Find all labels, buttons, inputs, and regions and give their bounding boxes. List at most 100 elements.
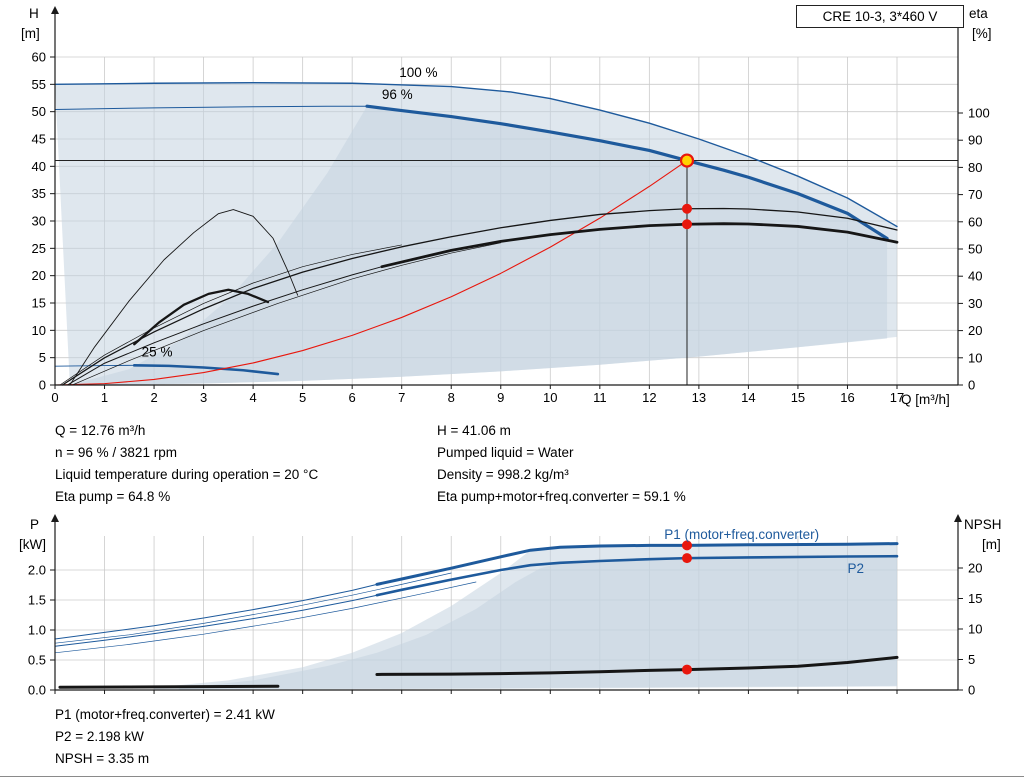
svg-text:1.0: 1.0	[28, 623, 46, 638]
pump-model-box: CRE 10-3, 3*460 V	[796, 5, 964, 28]
power-envelope-inner	[178, 556, 897, 690]
curve-qh-96	[365, 104, 889, 241]
h-axis-label: H	[29, 6, 39, 21]
h-axis-unit: [m]	[21, 26, 40, 41]
pump-model-label: CRE 10-3, 3*460 V	[822, 9, 938, 24]
curve-label: 96 %	[382, 87, 413, 102]
svg-text:5: 5	[39, 350, 46, 365]
svg-text:55: 55	[32, 77, 46, 92]
svg-text:8: 8	[448, 390, 455, 405]
curve-eta-bundle-a	[71, 242, 502, 386]
annotation-line: Q = 12.76 m³/h	[55, 423, 146, 438]
svg-text:0.5: 0.5	[28, 653, 46, 668]
svg-text:20: 20	[968, 323, 982, 338]
svg-text:0: 0	[51, 390, 58, 405]
svg-text:10: 10	[968, 622, 982, 637]
svg-text:1.5: 1.5	[28, 593, 46, 608]
curve-qh-25	[132, 364, 280, 376]
svg-text:5: 5	[968, 652, 975, 667]
annotation-line: Pumped liquid = Water	[437, 445, 574, 460]
curve-p-bundle-b	[54, 572, 452, 644]
svg-text:30: 30	[32, 214, 46, 229]
svg-text:5: 5	[299, 390, 306, 405]
svg-text:7: 7	[398, 390, 405, 405]
svg-text:90: 90	[968, 133, 982, 148]
curve-npsh	[375, 655, 899, 676]
svg-text:15: 15	[32, 296, 46, 311]
annotation-line: n = 96 % / 3821 rpm	[55, 445, 177, 460]
svg-text:1: 1	[101, 390, 108, 405]
eta-axis-label: eta	[969, 6, 988, 21]
duty-annotations-left: Q = 12.76 m³/h n = 96 % / 3821 rpm Liqui…	[55, 420, 318, 508]
svg-text:50: 50	[968, 242, 982, 257]
curve-eta-25-pump	[69, 209, 299, 386]
p-axis-unit: [kW]	[19, 537, 46, 552]
svg-text:14: 14	[741, 390, 755, 405]
svg-text:2.0: 2.0	[28, 563, 46, 578]
svg-text:80: 80	[968, 160, 982, 175]
annotation-line: H = 41.06 m	[437, 423, 511, 438]
svg-text:6: 6	[349, 390, 356, 405]
duty-point	[679, 153, 695, 168]
curve-qh-100	[54, 81, 898, 228]
curve-p2	[375, 554, 899, 597]
operating-dot	[681, 540, 692, 551]
curve-p2-low	[54, 594, 378, 647]
qh-eta-chart: 0 1 2 3 4 5 6 7 8 9 10 11 12 13 14 15 16 1705101520253035…	[32, 6, 990, 405]
annotation-line: NPSH = 3.35 m	[55, 751, 150, 766]
curve-affinity-parabola	[54, 159, 688, 386]
curve-eta-bundle-b	[59, 244, 403, 386]
npsh-axis-unit: [m]	[982, 537, 1001, 552]
svg-text:12: 12	[642, 390, 656, 405]
svg-text:0.0: 0.0	[28, 683, 46, 698]
curve-label: P2	[847, 561, 864, 576]
operating-dot	[681, 664, 692, 675]
svg-text:2: 2	[150, 390, 157, 405]
svg-text:30: 30	[968, 296, 982, 311]
curve-p1-low	[54, 583, 378, 640]
svg-text:15: 15	[791, 390, 805, 405]
power-npsh-chart: 0.0 0.5 1.0 1.5 2.0 0 5 10 15 20 P1 (motor+freq.co…	[28, 514, 982, 698]
svg-text:70: 70	[968, 187, 982, 202]
svg-text:100: 100	[968, 106, 990, 121]
operating-dot	[681, 203, 692, 214]
svg-text:35: 35	[32, 186, 46, 201]
curve-label: 25 %	[142, 345, 173, 360]
power-annotations: P1 (motor+freq.converter) = 2.41 kW P2 =…	[55, 704, 275, 770]
annotation-line: Eta pump = 64.8 %	[55, 489, 171, 504]
svg-text:25: 25	[32, 241, 46, 256]
svg-text:3: 3	[200, 390, 207, 405]
svg-text:11: 11	[593, 390, 607, 405]
svg-text:13: 13	[692, 390, 706, 405]
svg-text:60: 60	[968, 214, 982, 229]
curve-label: 100 %	[399, 65, 437, 80]
curve-qh-25-low	[54, 364, 135, 367]
annotation-line: P1 (motor+freq.converter) = 2.41 kW	[55, 707, 275, 722]
annotation-line: Liquid temperature during operation = 20…	[55, 467, 319, 482]
svg-text:45: 45	[32, 132, 46, 147]
svg-text:16: 16	[840, 390, 854, 405]
curve-eta-25-total	[133, 288, 270, 346]
curve-p1	[375, 542, 899, 586]
page-divider	[0, 776, 1024, 777]
svg-text:10: 10	[543, 390, 557, 405]
svg-text:0: 0	[968, 683, 975, 698]
operating-dot	[681, 219, 692, 230]
curve-npsh-25	[58, 684, 280, 689]
curve-qh-96-low	[54, 105, 368, 110]
svg-text:17: 17	[890, 390, 904, 405]
svg-text:10: 10	[968, 350, 982, 365]
svg-text:20: 20	[968, 561, 982, 576]
p-axis-label: P	[30, 517, 40, 532]
svg-text:15: 15	[968, 591, 982, 606]
curve-label: P1 (motor+freq.converter)	[664, 527, 819, 542]
annotation-line: P2 = 2.198 kW	[55, 729, 144, 744]
annotation-line: Eta pump+motor+freq.converter = 59.1 %	[437, 489, 686, 504]
curve-eta-pump	[61, 207, 898, 386]
operating-dot	[681, 553, 692, 564]
svg-text:10: 10	[32, 323, 46, 338]
svg-text:20: 20	[32, 268, 46, 283]
curve-p-bundle-a	[54, 581, 477, 654]
svg-text:4: 4	[250, 390, 257, 405]
